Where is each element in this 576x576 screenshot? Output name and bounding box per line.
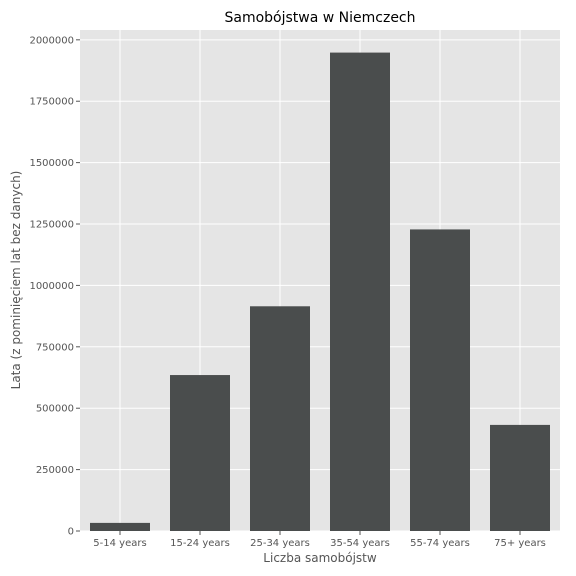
x-tick-label: 5-14 years <box>93 538 146 549</box>
x-tick-label: 15-24 years <box>170 538 230 549</box>
y-tick-label: 250000 <box>36 465 74 476</box>
y-tick-label: 1000000 <box>29 281 74 292</box>
chart-title: Samobójstwa w Niemczech <box>224 10 415 26</box>
bar-75-years <box>490 424 550 531</box>
x-tick-label: 35-54 years <box>330 538 390 549</box>
x-axis-ticks: 5-14 years 15-24 years 25-34 years 35-54 ye… <box>93 531 546 549</box>
y-tick-label: 750000 <box>36 342 74 353</box>
y-axis-ticks: 0 250000 500000 750000 1000000 1250000 1500000… <box>29 35 80 538</box>
x-tick-label: 75+ years <box>494 538 546 549</box>
bar-15-24-years <box>170 375 230 531</box>
bar-5-14-years <box>90 522 150 531</box>
x-axis-title: Liczba samobójstw <box>263 551 377 565</box>
y-tick-label: 1750000 <box>29 97 74 108</box>
y-tick-label: 500000 <box>36 404 74 415</box>
y-tick-label: 0 <box>68 527 74 538</box>
x-tick-label: 25-34 years <box>250 538 310 549</box>
y-tick-label: 1500000 <box>29 158 74 169</box>
y-tick-label: 1250000 <box>29 220 74 231</box>
bars <box>90 52 550 531</box>
y-tick-label: 2000000 <box>29 35 74 46</box>
bar-55-74-years <box>410 229 470 531</box>
plot-background <box>80 30 560 531</box>
y-axis-title: Lata (z pominięciem lat bez danych) <box>9 171 23 390</box>
bar-35-54-years <box>330 52 390 531</box>
x-tick-label: 55-74 years <box>410 538 470 549</box>
bar-25-34-years <box>250 306 310 531</box>
